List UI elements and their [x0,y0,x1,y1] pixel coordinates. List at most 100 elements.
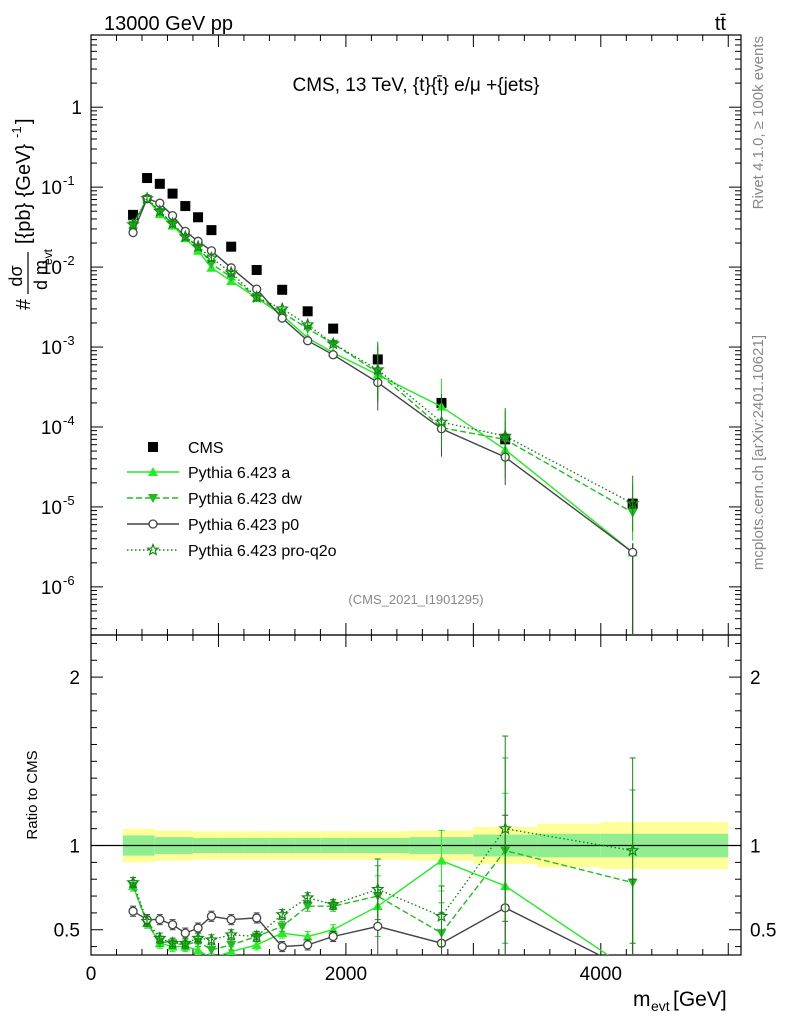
ratio-point-pq [249,929,264,943]
cms-data-point [167,188,178,199]
ratio-point-pq [140,914,154,928]
series-point-pq [434,414,449,428]
main-data-series [126,173,640,635]
ratio-point-pq [498,821,512,835]
ratio-point-p0 [128,906,138,916]
legend-label-pq: Pythia 6.423 pro-q2o [188,543,337,560]
ratio-point-a [628,967,638,976]
ratio-point-pq [370,882,385,896]
series-point-p0 [628,547,638,558]
series-point-p0 [128,227,138,238]
series-point-pq [191,239,205,253]
main-y-tick-exponent: -4 [63,413,75,428]
ratio-point-a [193,944,204,954]
legend-marker-a [148,467,158,476]
main-y-tick-label: 10 [41,498,62,519]
ratio-y-tick-label-right: 1 [750,837,761,858]
ratio-point-p0 [155,914,165,925]
ratio-plot-frame [90,634,742,956]
series-point-p0 [277,313,287,323]
main-axis-ticks: 10 -610 -510 -410 -310 -210 -11 [41,34,741,635]
x-label-main: m [633,988,651,1011]
side-mcplots-label: mcplots.cern.ch [arXiv:2401.10621] [750,335,767,570]
series-point-pq [275,301,289,315]
series-point-pq [178,229,193,243]
series-point-p0 [328,350,338,360]
plot-title: CMS, 13 TeV, {t}{t̄} e/μ +{jets} [292,75,539,96]
ratio-point-p0 [328,931,338,942]
series-point-pq [300,317,315,331]
main-y-tick-exponent: -3 [63,333,75,348]
series-point-pq [204,250,219,264]
series-point-pq [224,265,238,279]
cms-data-point [277,284,288,295]
ratio-point-pq [204,932,219,946]
series-point-pq [140,191,154,205]
cms-data-point [142,173,153,184]
header-energy-label: 13000 GeV pp [104,13,233,35]
main-y-tick-label: 10 [41,418,62,439]
main-y-axis-label: # dσ d m evt [{pb} {GeV} -1 ] [6,118,55,310]
ratio-line-a [132,859,610,955]
ratio-point-pq [434,909,449,922]
legend-marker-cms [148,442,158,452]
cms-data-point [206,225,217,236]
series-point-pq [326,336,340,350]
x-label-subscript: evt [651,998,670,1014]
series-point-pq [625,496,640,510]
ratio-y-axis-label: Ratio to CMS [24,750,41,839]
cms-data-point [180,201,191,212]
ratio-point-dw [206,945,217,955]
legend-marker-p0 [148,519,158,529]
y-label-units-exponent: -1 [9,126,24,138]
ratio-y-tick-label: 2 [69,668,80,689]
ratio-point-pq [165,936,180,950]
ratio-point-p0 [252,913,262,923]
legend-marker-dw [148,494,158,503]
ratio-point-pq [224,927,238,941]
ratio-point-dw [302,902,313,912]
header-process-label: tt̄ [715,13,727,35]
ratio-point-a [277,928,288,938]
ratio-point-p0 [629,968,637,976]
ratio-point-p0 [277,941,287,952]
series-point-pq [370,362,385,376]
x-label-unit: [GeV] [673,988,727,1011]
ratio-y-tick-label: 0.5 [54,921,80,942]
main-y-tick-label: 10 [41,178,62,199]
ratio-point-dw [277,922,288,932]
ratio-point-pq [300,890,315,904]
ratio-point-a [302,931,313,941]
ratio-x-tick-label: 0 [86,964,97,985]
ratio-point-pq [126,875,140,889]
ratio-point-pq [153,931,167,944]
ratio-y-tick-label-right: 0.5 [750,921,776,942]
main-y-tick-exponent: -1 [63,173,75,188]
main-y-tick-label: 10 [41,258,62,279]
cms-data-point [193,212,204,223]
analysis-watermark: (CMS_2021_I1901295) [348,592,483,607]
ratio-point-dw [226,940,237,950]
series-point-pq [498,428,512,442]
main-y-tick-label: 10 [41,578,62,599]
ratio-point-p0 [193,923,203,933]
series-point-pq [153,204,167,218]
legend: CMS Pythia 6.423 a Pythia 6.423 dw Pythia 6… [127,440,337,560]
legend-marker-pq [146,542,160,556]
series-point-p0 [303,336,313,346]
y-label-den-subscript: evt [41,248,55,265]
cms-data-point [251,264,262,275]
main-y-tick-exponent: -2 [63,253,75,268]
y-label-hash: # [13,298,35,310]
ratio-point-p0 [303,940,313,950]
ratio-line-dw [132,849,633,951]
series-point-pq [126,217,140,231]
main-y-tick-label: 10 [41,338,62,359]
cms-data-point [128,209,139,220]
ratio-y-tick-label: 1 [69,837,80,858]
series-line-a [132,197,634,553]
ratio-point-a [251,939,262,949]
ratio-point-pq [275,907,289,921]
legend-label-cms: CMS [188,440,224,457]
